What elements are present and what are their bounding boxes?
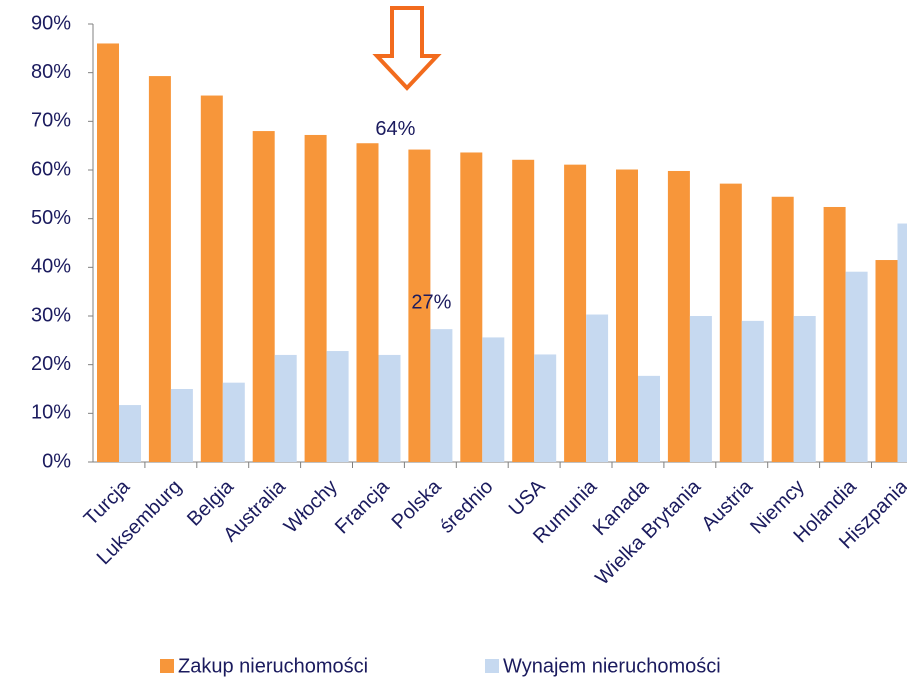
y-tick-label: 90% [31, 12, 71, 34]
bar [200, 95, 223, 462]
bar [741, 320, 764, 462]
x-tick-label: średnio [436, 476, 498, 538]
bar [148, 76, 171, 462]
bar [719, 183, 742, 463]
bar [689, 316, 712, 462]
y-tick-label: 10% [31, 402, 71, 424]
bar [170, 389, 193, 462]
y-tick-label: 40% [31, 256, 71, 278]
bar [274, 354, 297, 462]
arrow [372, 6, 442, 91]
bar [823, 206, 846, 462]
y-tick-label: 30% [31, 304, 71, 326]
data-label: 64% [375, 118, 415, 140]
legend-label: Wynajem nieruchomości [503, 655, 721, 677]
bar [460, 152, 483, 463]
bar [771, 196, 794, 462]
legend-label: Zakup nieruchomości [178, 655, 368, 677]
bar [430, 329, 453, 462]
data-label: 27% [411, 291, 451, 313]
bar [638, 375, 660, 462]
bar [616, 169, 638, 462]
bar [586, 314, 609, 462]
bar [897, 223, 907, 462]
y-tick-label: 80% [31, 61, 71, 83]
x-tick-label: Francja [331, 475, 394, 538]
bar [378, 354, 401, 462]
bar [408, 149, 431, 462]
x-tick-label: USA [505, 475, 550, 520]
bar [512, 159, 535, 462]
bar [222, 382, 245, 462]
bar [304, 134, 327, 462]
bar [534, 354, 557, 462]
legend-swatch [160, 659, 174, 673]
bar [793, 316, 816, 462]
bar [845, 271, 868, 462]
bar [356, 143, 379, 462]
y-tick-label: 50% [31, 207, 71, 229]
bar [119, 405, 141, 462]
legend-swatch [485, 659, 499, 673]
bar [482, 337, 505, 462]
x-tick-label: Włochy [280, 476, 342, 538]
bar [97, 43, 119, 462]
y-tick-label: 70% [31, 110, 71, 132]
bar [875, 260, 898, 462]
y-tick-label: 60% [31, 158, 71, 180]
y-tick-label: 0% [42, 450, 71, 472]
bar [667, 170, 690, 462]
bar [564, 164, 587, 462]
y-tick-label: 20% [31, 353, 71, 375]
bar [252, 131, 275, 463]
bar [326, 351, 349, 462]
